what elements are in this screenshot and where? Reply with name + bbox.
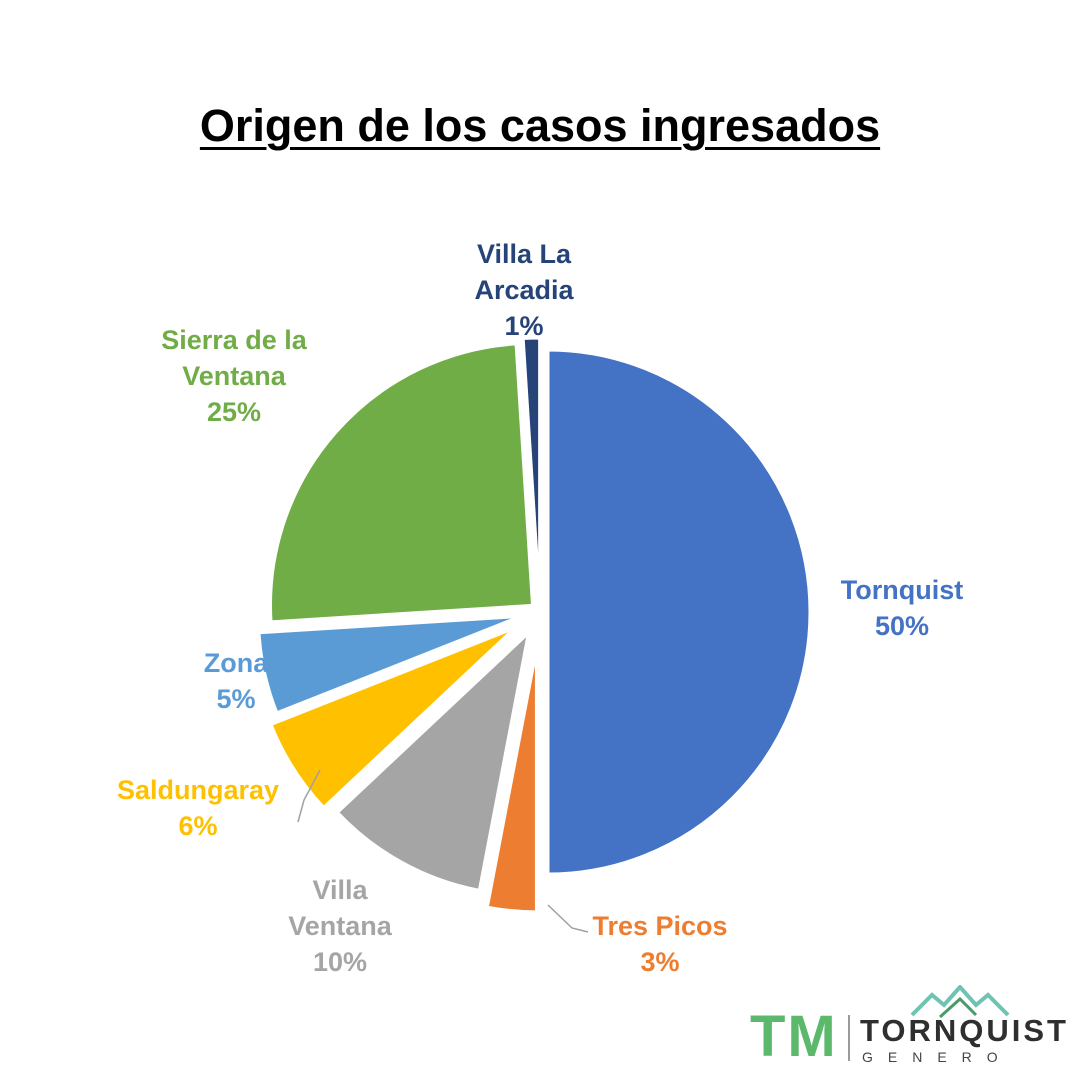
slice-label-tres-picos: Tres Picos 3% — [530, 908, 790, 980]
slice-label-percent: 25% — [206, 397, 262, 427]
leader-line — [547, 904, 589, 933]
slice-label-name: Villa La Arcadia — [474, 239, 574, 305]
pie-slice-tres-picos — [485, 649, 538, 914]
chart-title: Origen de los casos ingresados — [199, 100, 881, 151]
slice-label-percent: 6% — [178, 811, 218, 841]
mountains-icon — [910, 985, 1010, 1019]
tornquist-genero-logo: TM TORNQUIST GENERO — [750, 985, 1066, 1070]
slice-label-name: Sierra de la Ventana — [161, 325, 307, 391]
pie-slice-villa-ventana — [335, 628, 531, 893]
leader-line — [297, 769, 321, 823]
slice-label-villa-ventana: Villa Ventana 10% — [210, 872, 470, 980]
slice-label-name: Tres Picos — [592, 911, 728, 941]
slice-label-percent: 50% — [874, 611, 930, 641]
pie-slice-tornquist — [546, 348, 812, 876]
slice-label-saldungaray: Saldungaray 6% — [68, 772, 328, 844]
logo-mark: TM — [750, 1004, 838, 1069]
pie-slice-zona — [257, 614, 522, 715]
logo-divider — [848, 1015, 850, 1061]
slice-label-name: Villa Ventana — [288, 875, 392, 941]
pie-slice-saldungaray — [269, 626, 516, 810]
pie-slice-villa-la-arcadia — [521, 336, 542, 601]
logo-name: TORNQUIST — [860, 1013, 1069, 1048]
slice-label-name: Saldungaray — [116, 775, 280, 805]
slice-label-percent: 10% — [312, 947, 368, 977]
slice-label-percent: 5% — [216, 684, 256, 714]
slice-label-percent: 1% — [504, 311, 544, 341]
logo-subtitle: GENERO — [862, 1049, 1013, 1065]
slice-label-percent: 3% — [640, 947, 680, 977]
pie-slice-sierra-de-la-ventana — [269, 342, 535, 624]
slice-label-tornquist: Tornquist 50% — [772, 572, 1032, 644]
slice-label-sierra-de-la-ventana: Sierra de la Ventana 25% — [104, 322, 364, 430]
slice-label-name: Zona — [203, 648, 269, 678]
slice-label-villa-la-arcadia: Villa La Arcadia 1% — [394, 236, 654, 344]
slice-label-zona: Zona 5% — [106, 645, 366, 717]
slice-label-name: Tornquist — [840, 575, 964, 605]
